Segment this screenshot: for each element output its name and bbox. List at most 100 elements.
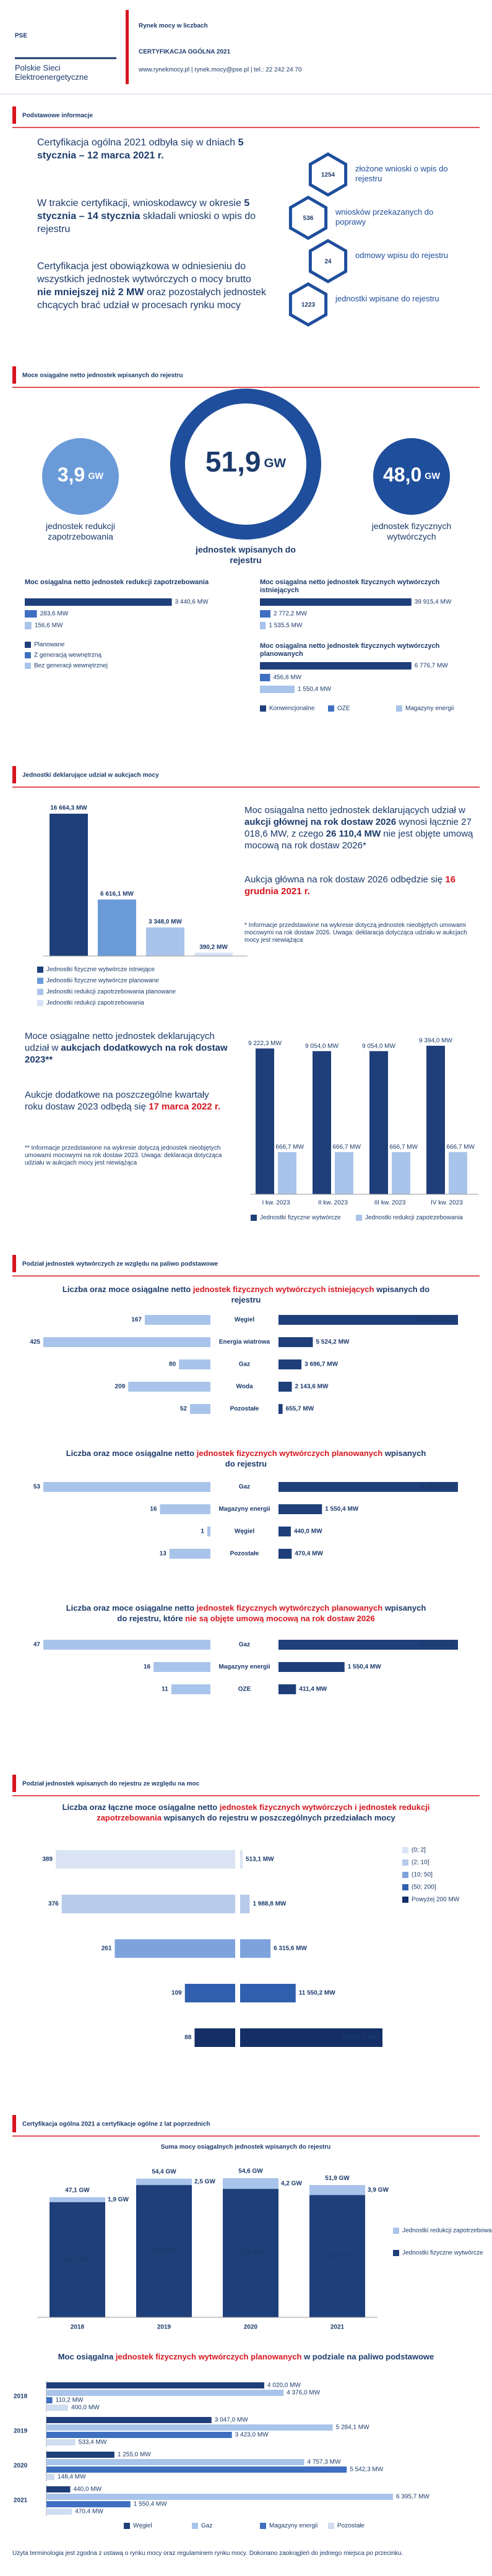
bar: [46, 2474, 54, 2480]
text-run: Certyfikacja ogólna 2021 odbyła się w dn…: [37, 137, 236, 148]
value-bar: [278, 1549, 292, 1559]
auction-text: Moc osiągalna netto jednostek deklarując…: [244, 804, 473, 851]
heading-bar: [12, 2115, 16, 2132]
value-label: 4 020,0 MW: [267, 2382, 301, 2389]
legend-label: Planowane: [34, 642, 65, 648]
text-run: Liczba oraz moce osiągalne netto: [66, 1603, 195, 1613]
text-run: wynosi łącznie 27 018,6 MW, z czego: [244, 817, 472, 839]
bar-group-title: Moc osiągalna netto jednostek fizycznych…: [260, 642, 440, 658]
y-tick-label: 2018: [14, 2393, 28, 2400]
value-label: 3 047,0 MW: [215, 2417, 248, 2424]
legend-label: Jednostki redukcji zapotrzebowania: [46, 1000, 144, 1007]
value-label: 4 757,3 MW: [308, 2459, 341, 2466]
count-bar: [171, 1684, 210, 1694]
bar: [46, 2466, 347, 2473]
legend-label: Jednostki redukcji zapotrzebowania: [365, 1215, 463, 1221]
heading-bar: [12, 1775, 16, 1792]
count-bar: [179, 1359, 210, 1369]
category-label: Gaz: [239, 1642, 250, 1648]
company: Polskie Sieci Elektroenergetyczne: [15, 63, 88, 82]
heading-bar: [12, 366, 16, 384]
y-tick-label: 2020: [14, 2463, 28, 2470]
bar: [46, 2417, 212, 2423]
value-label: 3 423,0 MW: [235, 2432, 269, 2439]
section-heading: Podział jednostek wpisanych do rejestru …: [22, 1781, 200, 1788]
bar-segment: [309, 2195, 365, 2317]
header-bar: [126, 10, 129, 84]
count-label: 389: [42, 1856, 53, 1863]
count-label: 167: [131, 1317, 142, 1324]
text-run: aukcjach dodatkowych na rok dostaw 2023*…: [25, 1043, 228, 1065]
value-label: 9 054,0 MW: [305, 1043, 339, 1049]
legend-swatch: [37, 967, 43, 973]
count-bar: [61, 1895, 235, 1913]
legend-label: Jednostki redukcji zapotrzebowania plano…: [46, 989, 176, 996]
chart-title: Liczba oraz moce osiągalne netto jednost…: [62, 1603, 430, 1624]
value-bar: [278, 1504, 322, 1514]
text-run: jednostek fizycznych wytwórczych planowa…: [115, 2352, 302, 2361]
text-run: Liczba oraz moce osiągalne netto: [66, 1449, 195, 1458]
legend-label: OZE: [337, 705, 350, 712]
legend-label: (10; 50]: [412, 1872, 433, 1879]
bar-segment: [50, 2202, 105, 2317]
x-tick-label: 2020: [244, 2324, 258, 2331]
capacity-value: 51,9 GW: [205, 446, 287, 478]
bar-segment: [136, 2178, 192, 2186]
value-label: 283,6 MW: [40, 611, 69, 618]
value-label: 2 666,7 MW: [270, 1144, 304, 1151]
section-heading: Jednostki deklarujące udział w aukcjach …: [22, 772, 159, 779]
text-run: jednostek fizycznych wytwórczych planowa…: [196, 1449, 383, 1458]
bar: [25, 598, 172, 606]
legend-label: Jednostki fizyczne wytwórcze: [402, 2250, 483, 2257]
text-run: w podziale na paliwo podstawowe: [304, 2352, 434, 2361]
bar: [46, 2432, 232, 2438]
bar: [46, 2459, 304, 2465]
chart-title: Liczba oraz moce osiągalne netto jednost…: [62, 1284, 430, 1305]
stat-value: 1223: [301, 302, 316, 309]
value-label: 2 666,7 MW: [441, 1144, 475, 1151]
count-bar: [56, 1850, 235, 1869]
category-label: Pozostałe: [230, 1406, 259, 1413]
category-label: Węgiel: [235, 1528, 254, 1535]
bar: [278, 1152, 296, 1194]
value-label: 28 885,9 MW: [418, 1317, 455, 1324]
legend-swatch: [25, 663, 31, 669]
text-run: wpisanych do rejestru, które: [117, 1603, 426, 1623]
value-label: 1 255,0 MW: [118, 2452, 151, 2458]
chart-title: Suma mocy osiągalnych jednostek wpisanyc…: [161, 2144, 331, 2151]
legend-swatch: [402, 1872, 408, 1878]
bar: [25, 622, 32, 629]
page-subtitle: CERTYFIKACJA OGÓLNA 2021: [139, 48, 231, 56]
count-label: 13: [160, 1551, 167, 1557]
value-label: 39 915,4 MW: [415, 599, 452, 606]
bar: [46, 2501, 131, 2507]
value-label: 440,0 MW: [74, 2486, 102, 2493]
category-label: Pozostałe: [230, 1551, 259, 1557]
stat-label: odmowy wpisu do rejestru: [355, 251, 449, 260]
text-run: aukcji głównej na rok dostaw 2026: [244, 817, 397, 827]
heading-bar: [12, 766, 16, 783]
value-bar: [278, 1359, 302, 1369]
legend-label: Gaz: [201, 2523, 212, 2530]
value-label: 3 348,0 MW: [149, 918, 182, 925]
legend-label: Bez generacji wewnętrznej: [34, 663, 108, 670]
bar: [260, 622, 266, 629]
text-run: nie mniejszej niż 2 MW: [37, 287, 144, 298]
bar: [46, 2452, 114, 2458]
text-run: Aukcja główna na rok dostaw 2026 odbędzi…: [244, 874, 443, 885]
value-bar: [240, 1939, 271, 1958]
capacity-label: jednostek wpisanych do rejestru: [196, 545, 296, 565]
value-label: 4,2 GW: [281, 2180, 302, 2187]
value-label: 1 550,4 MW: [134, 2501, 167, 2508]
capacity-label: jednostek fizycznych wytwórczych: [371, 521, 452, 541]
count-label: 16: [144, 1664, 151, 1671]
count-bar: [207, 1527, 210, 1536]
value-label: 6 315,6 MW: [274, 1945, 307, 1952]
category-label: Węgiel: [235, 1317, 254, 1324]
stat-label: jednostki wpisane do rejestru: [335, 294, 439, 303]
count-bar: [169, 1549, 210, 1559]
value-bar: [240, 1850, 243, 1869]
value-label: 470,4 MW: [75, 2509, 103, 2515]
section-heading: Moce osiągalne netto jednostek wpisanych…: [22, 373, 183, 379]
stat-hexagon: [308, 152, 348, 197]
